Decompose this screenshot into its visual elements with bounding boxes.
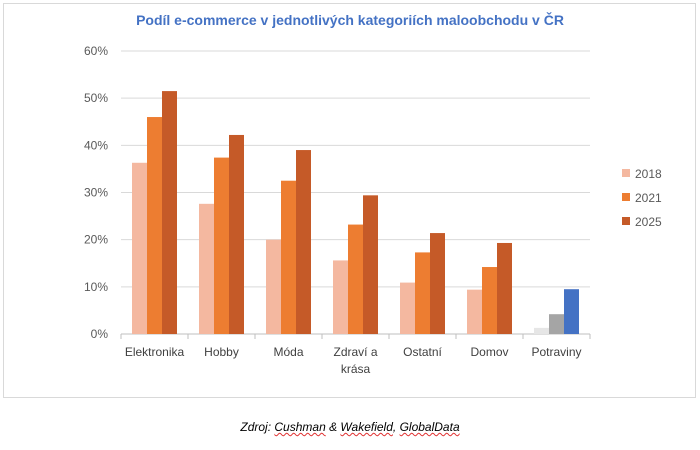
legend-swatch-2018 [622,169,630,177]
bar-2025 [564,289,579,334]
bar-2018 [333,260,348,334]
x-tick-label: Móda [273,345,303,359]
bar-2025 [363,195,378,334]
y-tick-label: 30% [84,186,108,200]
bar-2018 [534,327,549,334]
x-tick-label: Ostatní [403,345,442,359]
source-part: GlobalData [399,420,460,434]
x-tick-label: Elektronika [125,345,185,359]
y-tick-label: 10% [84,280,108,294]
legend-label: 2021 [635,191,662,205]
bar-2025 [497,242,512,334]
y-tick-label: 40% [84,138,108,152]
x-tick-label: Potraviny [531,345,581,359]
bar-chart: 0% 10% 20% 30% 40% 50% 60% Elektronika Hobby Móda… [84,44,662,376]
x-tick-label: Zdraví a [333,345,377,359]
y-tick-label: 20% [84,233,108,247]
bar-2021 [281,180,296,334]
source-part: & [325,420,341,434]
y-tick-label: 60% [84,44,108,58]
x-tick-label: Domov [470,345,508,359]
bar-2021 [348,224,363,334]
x-tick-label: krása [341,362,371,376]
bar-2018 [467,289,482,334]
x-tick-label: Hobby [204,345,239,359]
y-tick-label: 0% [91,327,109,341]
bar-2018 [199,203,214,334]
bar-2025 [229,134,244,334]
source-part: Cushman [274,420,326,434]
bar-2021 [549,314,564,334]
chart-title: Podíl e-commerce v jednotlivých kategori… [136,12,564,28]
bar-2018 [266,239,281,334]
bar-2021 [147,117,162,335]
bar-2018 [400,282,415,334]
source-part: , [392,420,400,434]
bar-2025 [162,91,177,334]
bar-2018 [132,162,147,334]
bar-2025 [296,150,311,334]
bar-2025 [430,233,445,334]
source-note: Zdroj: Cushman & Wakefield, GlobalData [0,420,700,434]
legend-label: 2025 [635,215,662,229]
chart-frame [3,3,696,398]
source-part: Wakefield [340,420,393,434]
y-tick-label: 50% [84,91,108,105]
bar-2021 [482,267,497,334]
source-prefix: Zdroj: [240,420,275,434]
legend-swatch-2025 [622,217,630,225]
legend-label: 2018 [635,167,662,181]
bar-2021 [214,157,229,334]
bar-2021 [415,252,430,334]
legend-swatch-2021 [622,193,630,201]
